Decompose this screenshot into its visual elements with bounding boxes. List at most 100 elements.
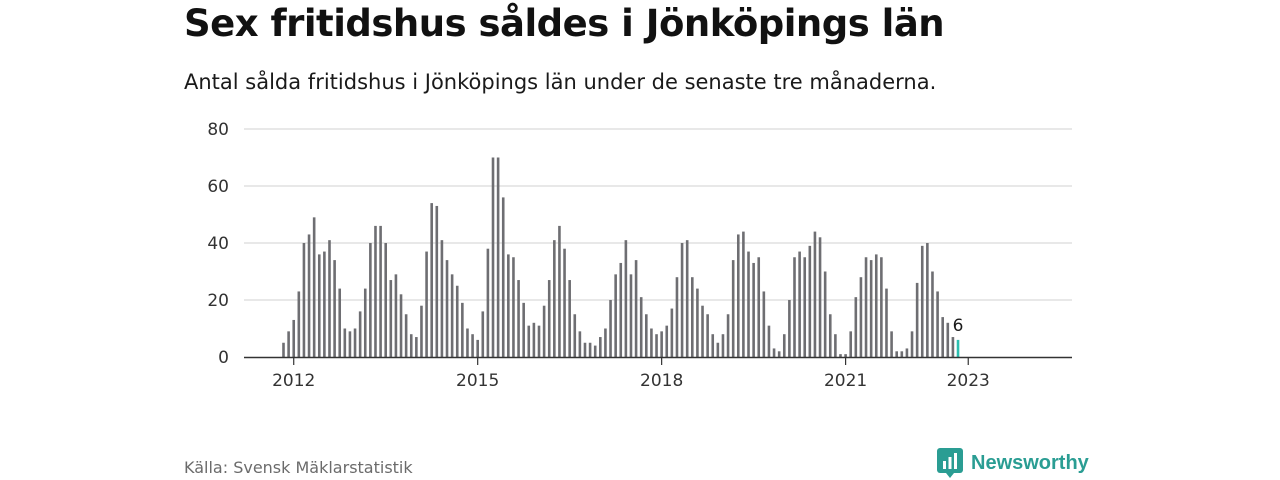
bar bbox=[578, 331, 582, 357]
bar bbox=[946, 322, 950, 357]
bar bbox=[450, 274, 454, 357]
bar bbox=[900, 351, 904, 357]
bar bbox=[394, 274, 398, 357]
bar bbox=[369, 243, 372, 357]
bar bbox=[685, 240, 689, 357]
bar bbox=[353, 328, 357, 357]
bar bbox=[711, 334, 715, 357]
x-tick-label: 2012 bbox=[272, 371, 315, 391]
bar bbox=[915, 282, 919, 357]
bar bbox=[547, 280, 551, 357]
bar bbox=[312, 217, 316, 357]
bar bbox=[941, 317, 944, 357]
bar bbox=[624, 240, 628, 357]
bar bbox=[522, 302, 525, 357]
bar bbox=[491, 157, 495, 357]
bar bbox=[936, 291, 939, 357]
bar bbox=[859, 277, 863, 357]
bar bbox=[731, 260, 735, 357]
bar bbox=[895, 351, 898, 357]
bar bbox=[706, 314, 709, 357]
bar bbox=[501, 197, 505, 357]
bar bbox=[420, 305, 423, 357]
bar bbox=[864, 257, 868, 357]
bar bbox=[599, 337, 602, 357]
bar bbox=[951, 337, 955, 357]
bar bbox=[808, 245, 812, 357]
bars bbox=[282, 157, 960, 357]
bar bbox=[466, 328, 469, 357]
brand-logo[interactable]: Newsworthy bbox=[937, 448, 1089, 478]
bar bbox=[885, 288, 888, 357]
y-tick-label: 20 bbox=[207, 291, 229, 311]
bar bbox=[665, 325, 669, 357]
bar bbox=[609, 300, 612, 357]
bar bbox=[752, 262, 755, 357]
bar bbox=[374, 225, 377, 357]
bar bbox=[777, 351, 781, 357]
x-tick-label: 2021 bbox=[824, 371, 867, 391]
bar bbox=[323, 251, 326, 357]
bar bbox=[379, 225, 382, 357]
x-tick-label: 2018 bbox=[640, 371, 683, 391]
bar bbox=[568, 280, 571, 357]
bar bbox=[481, 311, 485, 357]
bar bbox=[527, 325, 531, 357]
bar bbox=[297, 291, 301, 357]
bar bbox=[563, 248, 566, 357]
bar bbox=[839, 354, 842, 357]
bar bbox=[507, 254, 510, 357]
bar bbox=[328, 240, 331, 357]
bar bbox=[583, 342, 587, 357]
bar bbox=[573, 314, 577, 357]
bar bbox=[920, 245, 924, 357]
bar bbox=[343, 328, 347, 357]
bar bbox=[486, 248, 490, 357]
bar bbox=[890, 331, 893, 357]
bar bbox=[517, 280, 520, 357]
bar bbox=[675, 277, 679, 357]
bar bbox=[593, 345, 597, 357]
bar bbox=[363, 288, 367, 357]
bar bbox=[430, 203, 433, 357]
bar bbox=[803, 257, 807, 357]
gridlines bbox=[244, 128, 1072, 301]
bar bbox=[537, 325, 541, 357]
bar bbox=[512, 257, 515, 357]
bar bbox=[542, 305, 546, 357]
y-tick-label: 40 bbox=[207, 234, 229, 254]
bar bbox=[282, 342, 285, 357]
bar bbox=[931, 271, 934, 357]
bar bbox=[435, 205, 439, 357]
data-labels: 6 bbox=[953, 316, 964, 336]
bar bbox=[629, 274, 633, 357]
bar bbox=[772, 348, 776, 357]
bar-latest bbox=[956, 339, 960, 357]
x-axis-ticks: 2012 2015 2018 2021 2023 bbox=[272, 357, 990, 391]
bar bbox=[757, 257, 761, 357]
bar bbox=[634, 260, 638, 357]
bar bbox=[798, 251, 801, 357]
bar bbox=[399, 294, 403, 357]
bar bbox=[650, 328, 653, 357]
bar bbox=[655, 334, 658, 357]
bar bbox=[828, 314, 832, 357]
chart-title: Sex fritidshus såldes i Jönköpings län bbox=[184, 2, 945, 45]
bar bbox=[660, 331, 663, 357]
bar bbox=[844, 354, 847, 357]
bar bbox=[670, 308, 674, 357]
latest-value-label: 6 bbox=[953, 316, 964, 336]
bar bbox=[358, 311, 362, 357]
bar bbox=[696, 288, 699, 357]
bar bbox=[415, 337, 418, 357]
bar bbox=[721, 334, 725, 357]
x-tick-label: 2023 bbox=[947, 371, 990, 391]
bar bbox=[476, 339, 479, 357]
bar bbox=[496, 157, 500, 357]
bar bbox=[639, 297, 643, 357]
bar bbox=[762, 291, 766, 357]
bar bbox=[869, 260, 873, 357]
bar bbox=[691, 277, 694, 357]
bar bbox=[455, 285, 459, 357]
